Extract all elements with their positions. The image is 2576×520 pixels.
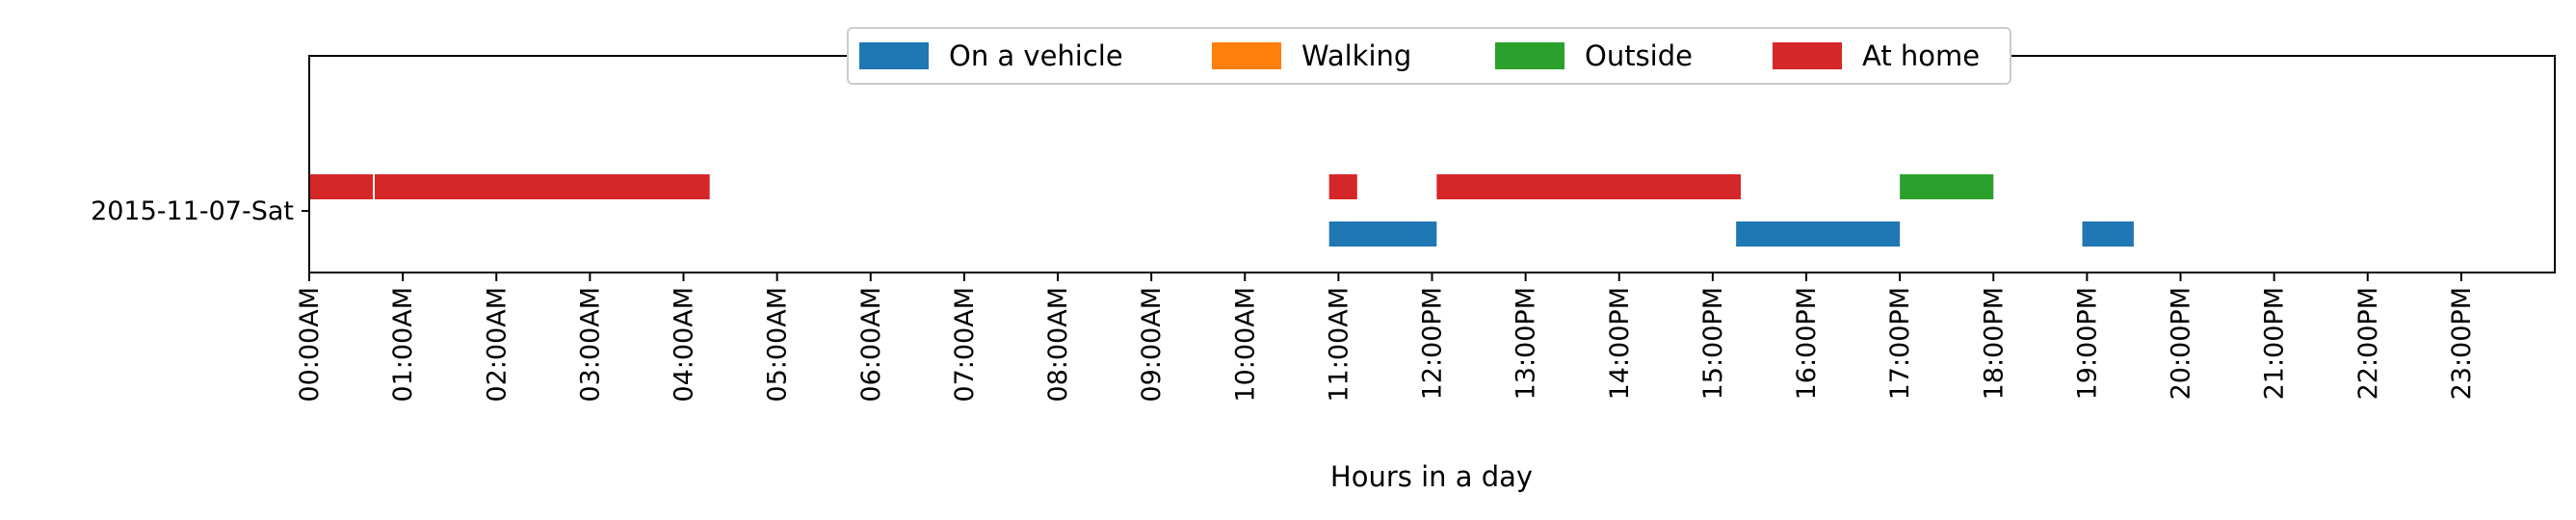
chart-bars <box>309 174 2134 247</box>
y-axis: 2015-11-07-Sat <box>91 196 309 226</box>
x-tick-label: 04:00AM <box>670 287 699 403</box>
legend-swatch <box>1212 42 1281 69</box>
x-tick-label: 15:00PM <box>1698 287 1728 400</box>
x-tick-label: 00:00AM <box>295 287 325 403</box>
legend-label: Walking <box>1301 39 1411 72</box>
x-axis-label: Hours in a day <box>1330 460 1533 493</box>
x-tick-label: 20:00PM <box>2167 287 2196 400</box>
x-tick-label: 05:00AM <box>763 287 793 403</box>
x-tick-label: 12:00PM <box>1418 287 1448 400</box>
x-tick-label: 02:00AM <box>482 287 512 403</box>
bar-on-a-vehicle-1 <box>1736 221 1901 247</box>
x-tick-label: 14:00PM <box>1605 287 1635 400</box>
x-axis: 00:00AM 01:00AM 02:00AM 03:00AM 04:00AM 05:00… <box>295 273 2477 403</box>
x-tick-label: 16:00PM <box>1792 287 1822 400</box>
legend-label: At home <box>1862 39 1980 72</box>
x-tick-label: 01:00AM <box>388 287 418 403</box>
x-tick-label: 13:00PM <box>1511 287 1541 400</box>
x-tick-label: 06:00AM <box>856 287 886 403</box>
x-tick-label: 23:00PM <box>2447 287 2477 400</box>
bar-outside-0 <box>1900 174 1994 199</box>
legend-swatch <box>1773 42 1842 69</box>
legend-swatch <box>1495 42 1564 69</box>
bar-at-home-1 <box>374 174 710 199</box>
bar-on-a-vehicle-0 <box>1328 221 1437 247</box>
x-tick-label: 18:00PM <box>1979 287 2009 400</box>
bar-at-home-0 <box>309 174 374 199</box>
x-tick-label: 22:00PM <box>2353 287 2383 400</box>
x-tick-label: 09:00AM <box>1137 287 1167 403</box>
legend-label: Outside <box>1585 39 1693 72</box>
x-tick-label: 08:00AM <box>1043 287 1073 403</box>
x-tick-label: 21:00PM <box>2260 287 2290 400</box>
x-tick-label: 11:00AM <box>1324 287 1354 403</box>
legend: On a vehicle Walking Outside At home <box>847 27 2011 85</box>
x-tick-label: 10:00AM <box>1230 287 1260 403</box>
x-tick-label: 07:00AM <box>950 287 980 403</box>
legend-box <box>847 27 2011 85</box>
bar-on-a-vehicle-2 <box>2082 221 2134 247</box>
x-tick-label: 19:00PM <box>2072 287 2102 400</box>
bar-at-home-2 <box>1328 174 1357 199</box>
bar-at-home-3 <box>1436 174 1742 199</box>
y-tick-label: 2015-11-07-Sat <box>91 196 294 226</box>
legend-label: On a vehicle <box>949 39 1123 72</box>
x-tick-label: 17:00PM <box>1885 287 1915 400</box>
x-tick-label: 03:00AM <box>575 287 605 403</box>
legend-swatch <box>859 42 929 69</box>
